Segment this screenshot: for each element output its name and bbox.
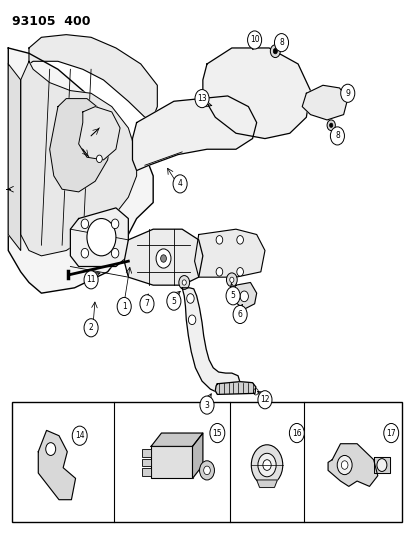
Circle shape <box>251 445 282 485</box>
Text: 8: 8 <box>278 38 283 47</box>
Circle shape <box>182 280 186 285</box>
Polygon shape <box>202 48 310 139</box>
Polygon shape <box>373 457 389 473</box>
Circle shape <box>111 219 119 229</box>
Text: 4: 4 <box>177 180 182 188</box>
Text: 14: 14 <box>75 431 84 440</box>
Polygon shape <box>256 480 277 487</box>
Circle shape <box>270 45 280 58</box>
Polygon shape <box>231 282 256 309</box>
Text: 3: 3 <box>204 401 209 409</box>
Circle shape <box>226 273 237 287</box>
Polygon shape <box>29 35 157 117</box>
Text: 7: 7 <box>144 300 149 308</box>
Circle shape <box>195 90 209 108</box>
Circle shape <box>236 268 243 276</box>
Circle shape <box>209 423 224 442</box>
Circle shape <box>156 249 171 268</box>
Circle shape <box>257 391 271 409</box>
Polygon shape <box>8 48 153 293</box>
Polygon shape <box>50 99 112 192</box>
Circle shape <box>87 219 116 256</box>
Polygon shape <box>192 433 202 479</box>
Circle shape <box>340 84 354 102</box>
Circle shape <box>383 423 398 442</box>
Circle shape <box>247 31 261 49</box>
Circle shape <box>96 155 102 163</box>
Circle shape <box>84 271 98 289</box>
Circle shape <box>186 294 194 303</box>
Circle shape <box>173 175 187 193</box>
Polygon shape <box>70 208 128 266</box>
Polygon shape <box>182 288 240 393</box>
Text: 2: 2 <box>88 324 93 332</box>
Text: 16: 16 <box>291 429 301 438</box>
Bar <box>12 402 401 522</box>
Bar <box>142 449 151 456</box>
Circle shape <box>257 453 275 477</box>
Circle shape <box>84 319 98 337</box>
Polygon shape <box>301 85 347 120</box>
Circle shape <box>340 461 347 469</box>
Circle shape <box>199 396 214 414</box>
Circle shape <box>140 295 154 313</box>
Circle shape <box>229 277 233 282</box>
Polygon shape <box>327 443 377 486</box>
Circle shape <box>273 49 277 54</box>
Polygon shape <box>78 107 120 160</box>
Circle shape <box>178 276 189 289</box>
Circle shape <box>289 423 304 442</box>
Circle shape <box>376 458 386 471</box>
Circle shape <box>188 315 195 325</box>
Circle shape <box>160 255 166 262</box>
Circle shape <box>233 305 247 324</box>
Polygon shape <box>38 430 76 500</box>
Text: 13: 13 <box>197 94 206 103</box>
Bar <box>142 468 151 475</box>
Circle shape <box>203 466 210 474</box>
Circle shape <box>216 268 222 276</box>
Polygon shape <box>21 61 136 256</box>
Circle shape <box>46 442 56 455</box>
Polygon shape <box>132 96 256 171</box>
Text: 5: 5 <box>230 292 235 300</box>
Polygon shape <box>194 229 264 277</box>
Text: 12: 12 <box>260 395 269 404</box>
Polygon shape <box>215 382 255 394</box>
Circle shape <box>236 236 243 244</box>
Circle shape <box>166 292 180 310</box>
Circle shape <box>336 455 351 474</box>
Text: 9: 9 <box>344 89 349 98</box>
Text: 17: 17 <box>385 429 395 438</box>
Circle shape <box>329 123 332 127</box>
Text: 10: 10 <box>249 36 259 44</box>
Text: 93105  400: 93105 400 <box>12 15 91 28</box>
Polygon shape <box>8 64 21 251</box>
Circle shape <box>111 248 119 258</box>
Circle shape <box>225 287 240 305</box>
Text: 11: 11 <box>86 276 95 284</box>
Circle shape <box>326 120 335 131</box>
Circle shape <box>274 34 288 52</box>
Circle shape <box>216 236 222 244</box>
Text: 5: 5 <box>171 297 176 305</box>
Circle shape <box>81 219 88 229</box>
Text: 1: 1 <box>121 302 126 311</box>
Bar <box>151 446 192 479</box>
Bar <box>142 458 151 466</box>
Circle shape <box>262 459 271 470</box>
Circle shape <box>253 389 258 395</box>
Circle shape <box>240 291 248 302</box>
Circle shape <box>72 426 87 445</box>
Circle shape <box>330 127 344 145</box>
Circle shape <box>81 248 88 258</box>
Text: 6: 6 <box>237 310 242 319</box>
Circle shape <box>117 297 131 316</box>
Circle shape <box>199 461 214 480</box>
Polygon shape <box>124 229 202 285</box>
Polygon shape <box>151 433 202 446</box>
Text: 15: 15 <box>212 429 222 438</box>
Text: 8: 8 <box>334 132 339 140</box>
